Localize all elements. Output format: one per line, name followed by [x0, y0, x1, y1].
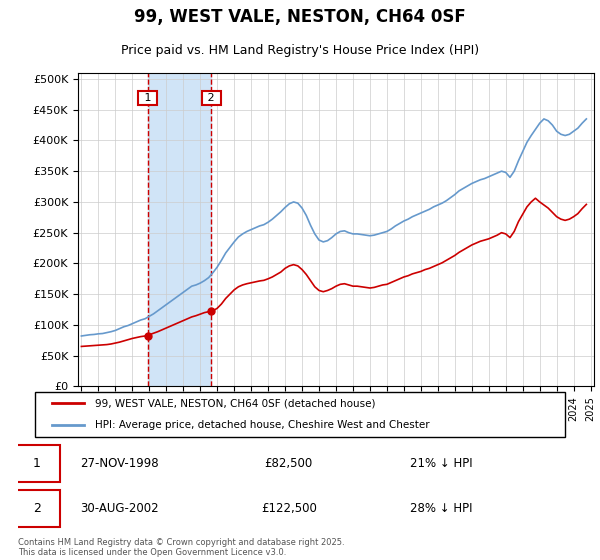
Text: £122,500: £122,500	[261, 502, 317, 515]
Text: 2: 2	[32, 502, 41, 515]
Text: 27-NOV-1998: 27-NOV-1998	[80, 456, 159, 470]
Bar	[148, 73, 211, 386]
FancyBboxPatch shape	[13, 445, 61, 482]
Text: Contains HM Land Registry data © Crown copyright and database right 2025.
This d: Contains HM Land Registry data © Crown c…	[18, 538, 344, 557]
Text: 2: 2	[205, 93, 218, 103]
Text: 1: 1	[140, 93, 155, 103]
Text: 28% ↓ HPI: 28% ↓ HPI	[410, 502, 472, 515]
Text: 21% ↓ HPI: 21% ↓ HPI	[410, 456, 472, 470]
FancyBboxPatch shape	[13, 489, 61, 527]
Text: 99, WEST VALE, NESTON, CH64 0SF: 99, WEST VALE, NESTON, CH64 0SF	[134, 8, 466, 26]
Text: 99, WEST VALE, NESTON, CH64 0SF (detached house): 99, WEST VALE, NESTON, CH64 0SF (detache…	[95, 398, 376, 408]
Text: 1: 1	[32, 456, 41, 470]
FancyBboxPatch shape	[35, 392, 565, 437]
Text: £82,500: £82,500	[265, 456, 313, 470]
Text: Price paid vs. HM Land Registry's House Price Index (HPI): Price paid vs. HM Land Registry's House …	[121, 44, 479, 57]
Text: HPI: Average price, detached house, Cheshire West and Chester: HPI: Average price, detached house, Ches…	[95, 421, 430, 431]
Text: 30-AUG-2002: 30-AUG-2002	[80, 502, 159, 515]
